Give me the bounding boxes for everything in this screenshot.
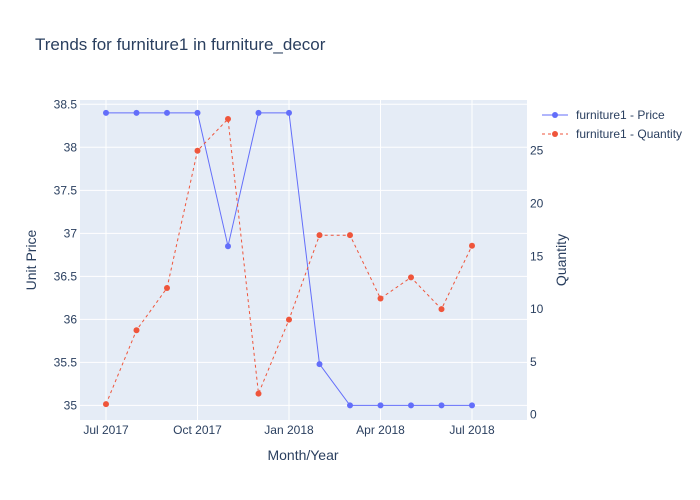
- x-tick-label: Oct 2017: [173, 423, 222, 437]
- series-1-point-11[interactable]: [438, 306, 445, 313]
- y2-tick-label: 10: [530, 302, 544, 316]
- y-tick-label: 37.5: [54, 183, 78, 197]
- plot-area: [80, 100, 527, 420]
- series-0-point-2[interactable]: [164, 109, 170, 116]
- y2-axis-title: Quantity: [553, 234, 569, 286]
- y2-tick-label: 0: [530, 408, 537, 422]
- x-tick-label: Jul 2017: [83, 423, 129, 437]
- series-0-point-9[interactable]: [377, 402, 384, 409]
- series-1-point-6[interactable]: [286, 316, 292, 323]
- series-1-point-8[interactable]: [347, 232, 353, 239]
- series-0-point-10[interactable]: [408, 402, 414, 409]
- y-axis-title: Unit Price: [23, 229, 39, 290]
- series-1-point-7[interactable]: [316, 232, 323, 239]
- legend: furniture1 - Price furniture1 - Quantity: [542, 108, 682, 141]
- series-1-point-4[interactable]: [225, 116, 231, 123]
- y-tick-label: 38.5: [54, 97, 78, 111]
- y2-tick-label: 5: [530, 355, 537, 369]
- legend-item-quantity[interactable]: furniture1 - Quantity: [542, 127, 682, 141]
- y2-tick-label: 20: [530, 196, 544, 210]
- x-axis-ticks: Jul 2017 Oct 2017 Jan 2018 Apr 2018 Jul 2018: [83, 423, 495, 437]
- legend-label-quantity: furniture1 - Quantity: [576, 127, 682, 141]
- series-0-point-8[interactable]: [347, 402, 353, 409]
- series-0-point-12[interactable]: [469, 402, 475, 409]
- series-1-point-5[interactable]: [255, 390, 262, 397]
- y-tick-label: 38: [64, 140, 78, 154]
- x-tick-label: Jan 2018: [264, 423, 314, 437]
- series-0-point-7[interactable]: [316, 361, 323, 368]
- series-0-point-3[interactable]: [194, 109, 201, 116]
- series-layer: [103, 109, 475, 409]
- y2-tick-label: 15: [530, 249, 544, 263]
- x-axis-title: Month/Year: [267, 447, 338, 463]
- y-tick-label: 35: [64, 398, 78, 412]
- y-tick-label: 36.5: [54, 269, 78, 283]
- y2-tick-label: 25: [530, 144, 544, 158]
- series-0-point-6[interactable]: [286, 109, 292, 116]
- legend-item-price[interactable]: furniture1 - Price: [542, 108, 665, 122]
- series-0-point-11[interactable]: [438, 402, 445, 409]
- chart-title: Trends for furniture1 in furniture_decor: [35, 35, 326, 54]
- series-0-point-4[interactable]: [225, 243, 231, 250]
- series-1-point-2[interactable]: [164, 284, 170, 291]
- y2-axis-ticks: 0 5 10 15 20 25: [530, 144, 544, 422]
- y-tick-label: 35.5: [54, 355, 78, 369]
- y-axis-ticks: 35 35.5 36 36.5 37 37.5 38 38.5: [54, 97, 78, 412]
- series-1-point-9[interactable]: [377, 295, 384, 302]
- series-1-point-3[interactable]: [194, 147, 201, 154]
- series-0-point-5[interactable]: [255, 109, 262, 116]
- legend-marker-quantity: [552, 131, 558, 137]
- series-1-point-0[interactable]: [103, 401, 109, 408]
- series-1-point-1[interactable]: [133, 327, 140, 334]
- x-tick-label: Apr 2018: [356, 423, 405, 437]
- series-1-point-12[interactable]: [469, 242, 475, 249]
- series-0-point-0[interactable]: [103, 109, 109, 116]
- legend-marker-price: [552, 112, 558, 118]
- legend-label-price: furniture1 - Price: [576, 108, 665, 122]
- series-0-point-1[interactable]: [133, 109, 140, 116]
- y-tick-label: 37: [64, 226, 78, 240]
- y-tick-label: 36: [64, 312, 78, 326]
- x-tick-label: Jul 2018: [449, 423, 495, 437]
- series-1-point-10[interactable]: [408, 274, 414, 281]
